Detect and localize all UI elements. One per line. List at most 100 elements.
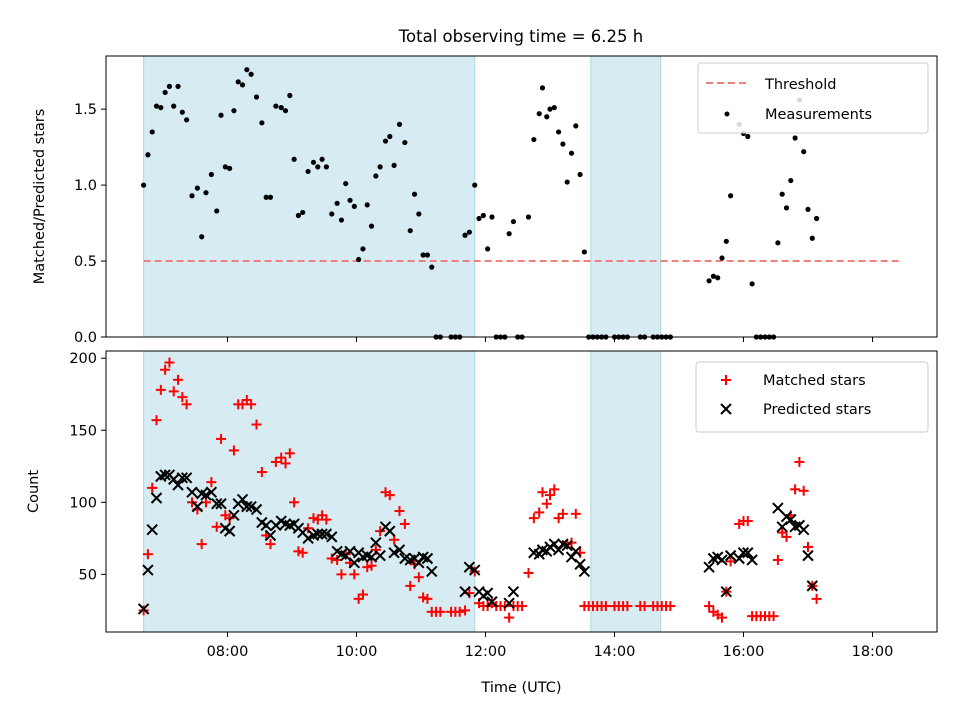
x-tick-label: 12:00 [465, 644, 507, 660]
measurement-point [343, 180, 349, 187]
predicted-star-point [137, 603, 150, 615]
measurement-point [727, 193, 734, 199]
predicted-star-point [205, 486, 218, 498]
count-panel: 08:00 10:00 12:00 14:00 16:00 18:00 50 100 150 2… [26, 350, 938, 696]
predicted-star-point [365, 551, 378, 563]
legend-bottom: Matched stars Predicted stars [695, 361, 929, 433]
matched-star-point [216, 433, 227, 444]
matched-star-point [794, 456, 805, 467]
predicted-star-point [264, 529, 277, 542]
y-tick-label: 50 [79, 567, 97, 583]
matched-star-point [742, 516, 753, 527]
measurement-point [411, 191, 418, 197]
measurement-point [239, 82, 246, 88]
measurement-point [547, 106, 553, 112]
legend-x-marker [720, 403, 732, 415]
predicted-star-point [142, 564, 154, 576]
y-tick-label: 200 [69, 351, 97, 367]
predicted-star-point [507, 585, 520, 598]
measurement-point [235, 79, 241, 85]
predicted-star-point [703, 561, 715, 573]
measurement-point [792, 135, 798, 141]
y-ticks-top: 0.0 0.5 1.0 1.5 [74, 102, 106, 346]
predicted-star-point [150, 492, 163, 504]
x-tick-label: 10:00 [336, 644, 378, 660]
y-tick-label: 0.5 [74, 254, 97, 270]
predicted-star-point [302, 532, 314, 545]
measurement-point [788, 177, 794, 184]
measurement-point [555, 129, 562, 135]
measurement-point [329, 211, 335, 217]
matched-star-point [549, 484, 560, 495]
matched-star-point [772, 554, 783, 565]
measurement-point [466, 229, 472, 235]
matched-star-point [523, 567, 534, 578]
measurement-point [805, 206, 811, 213]
matched-star-point [155, 384, 166, 395]
measurement-point [573, 123, 579, 129]
measurement-point [153, 103, 160, 109]
observing-window-0 [143, 55, 476, 338]
matched-star-point [284, 448, 295, 459]
matched-star-point [289, 497, 300, 508]
measurement-point [263, 194, 269, 200]
measurement-point [364, 202, 370, 208]
measurement-point [214, 208, 220, 214]
matched-star-point [454, 606, 465, 617]
matched-star-point [622, 601, 633, 612]
measurement-point [377, 164, 383, 170]
matched-star-point [206, 477, 217, 488]
measurement-point [396, 121, 403, 127]
matched-star-point [499, 601, 510, 612]
matched-star-point [790, 484, 801, 495]
predicted-star-point [159, 469, 171, 481]
matched-star-point [570, 508, 581, 519]
predicted-star-point [574, 558, 586, 570]
predicted-star-point [548, 538, 560, 550]
matched-star-point [405, 580, 416, 591]
matched-star-point [297, 547, 308, 558]
axes-frame-bottom [105, 350, 938, 633]
y-tick-label: 100 [69, 495, 97, 511]
measurement-point [356, 256, 362, 263]
measurement-point [141, 182, 147, 188]
measurement-point [429, 264, 435, 270]
measurement-point [351, 203, 357, 209]
y-ticks-bottom: 50 100 150 200 [69, 351, 106, 583]
measurement-point [338, 217, 345, 223]
matched-star-point [151, 415, 162, 426]
measurement-point [300, 209, 306, 216]
legend-box-top [697, 62, 929, 134]
predicted-star-point [388, 547, 400, 559]
predicted-star-point [180, 472, 193, 484]
measurement-point [158, 105, 164, 111]
predicted-star-point [469, 564, 481, 576]
matched-star-point [168, 386, 179, 397]
predicted-star-point [384, 525, 396, 537]
matched-star-point [781, 531, 792, 542]
measurement-point [347, 197, 353, 203]
measurement-point [162, 89, 168, 96]
legend-measurements-swatch [724, 111, 730, 117]
predicted-star-point [724, 549, 737, 562]
predicted-star-point [228, 509, 240, 521]
predicted-star-point [348, 557, 361, 569]
matched-star-point [798, 485, 809, 496]
matched-star-point [142, 549, 153, 560]
measurement-point [199, 234, 205, 240]
matched-star-point [270, 456, 281, 467]
measurement-point [287, 92, 293, 99]
predicted-star-point [785, 513, 797, 526]
measurement-point [536, 111, 542, 117]
matched-star-point [639, 601, 650, 612]
measurement-point [373, 173, 379, 179]
legend-predicted-label: Predicted stars [763, 402, 871, 418]
measurement-point [368, 223, 375, 229]
matched-star-point [811, 593, 822, 604]
matched-star-point [357, 589, 368, 600]
matched-star-point [517, 601, 528, 612]
measurement-point [218, 112, 224, 118]
predicted-star-point [215, 498, 227, 510]
measurement-point [706, 278, 712, 284]
measurement-point [715, 275, 721, 281]
